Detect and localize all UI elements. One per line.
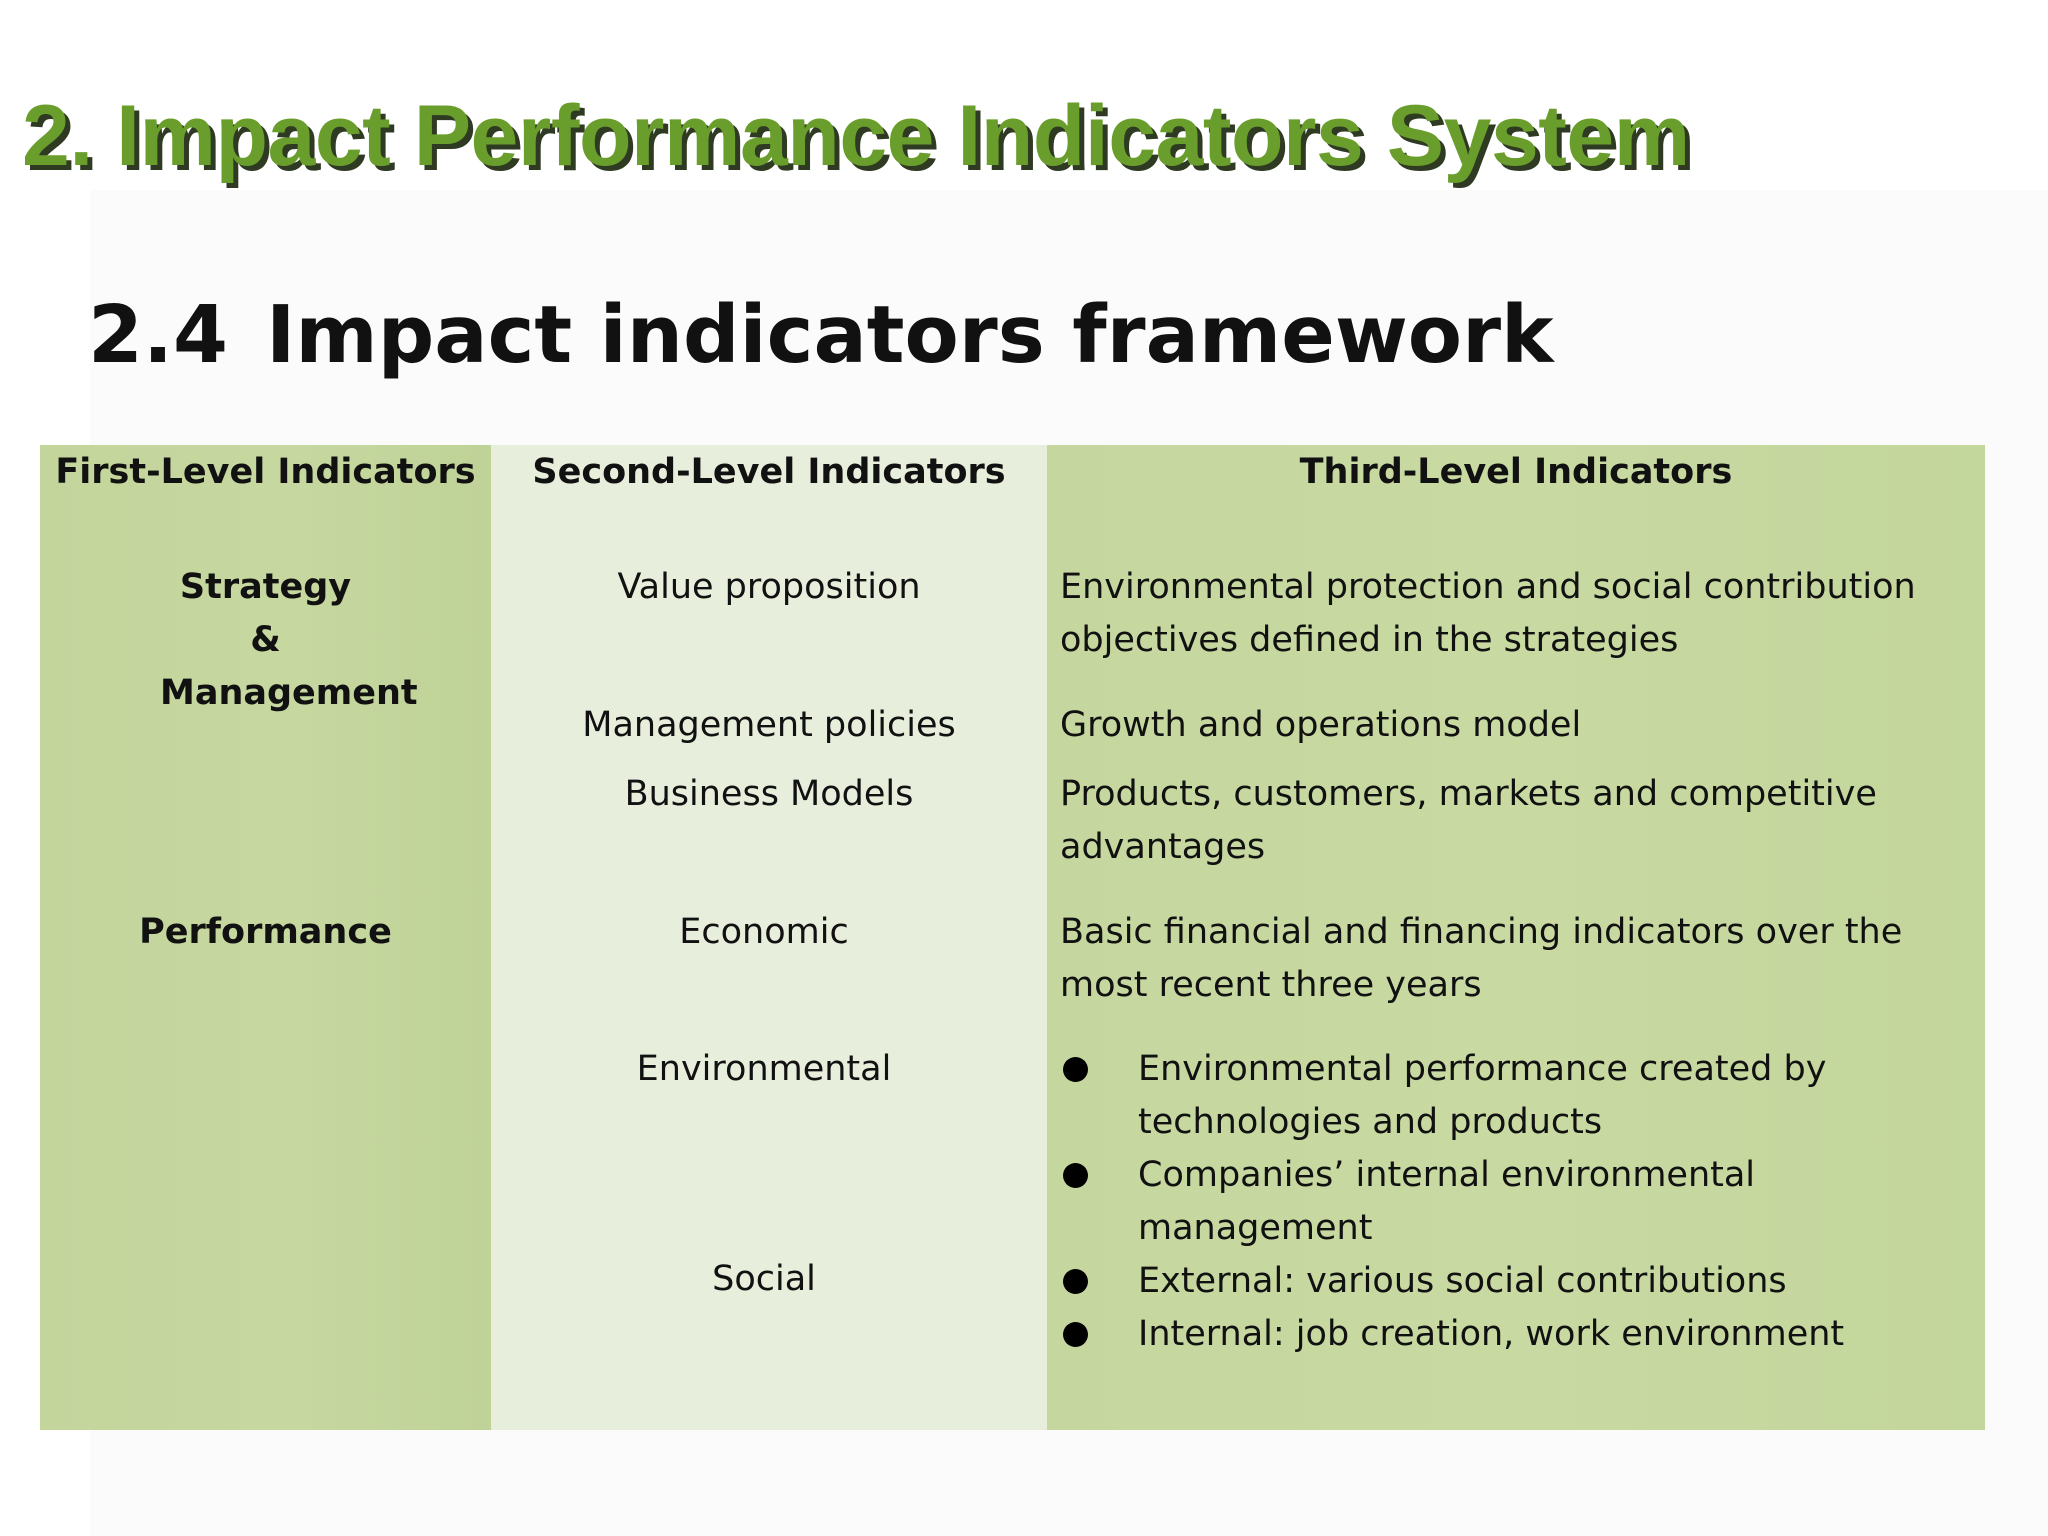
third-level-financial: Basic financial and financing indicators… [1060,912,1903,1005]
first-level-strategy-management: Strategy & Management [160,567,418,713]
second-level-value-proposition: Value proposition [617,567,921,607]
list-item: Companies’ internal environmental manage… [1060,1149,1898,1255]
list-item: Environmental performance created by tec… [1060,1043,1898,1149]
second-level-management-policies: Management policies [582,705,956,745]
third-level-growth-model: Growth and operations model [1060,705,1582,745]
bullet-icon [1063,1269,1088,1294]
bullet-icon [1063,1322,1088,1347]
header-first-level: First-Level Indicators [55,452,476,492]
list-item: External: various social contributions [1060,1255,1970,1308]
third-level-objectives: Environmental protection and social cont… [1060,567,1916,660]
list-item: Internal: job creation, work environment [1060,1308,1970,1361]
header-second-level: Second-Level Indicators [532,452,1006,492]
third-level-column [1047,445,1985,1430]
second-level-column [491,445,1047,1430]
section-heading: Impact indicators framework [266,289,1554,381]
third-level-bullet-list: Environmental performance created by tec… [1060,1043,1970,1361]
first-level-column [40,445,491,1430]
second-level-environmental: Environmental [636,1049,892,1089]
page-title: 2. Impact Performance Indicators System [22,88,1690,184]
bullet-text: Internal: job creation, work environment [1138,1314,1845,1354]
bullet-icon [1063,1163,1088,1188]
bullet-text: Companies’ internal environmental manage… [1138,1155,1756,1248]
third-level-products: Products, customers, markets and competi… [1060,774,1877,867]
bullet-icon [1063,1057,1088,1082]
section-title: 2.4 Impact indicators framework [88,285,1554,385]
bullet-text: External: various social contributions [1138,1261,1787,1301]
header-third-level: Third-Level Indicators [1299,452,1733,492]
second-level-social: Social [712,1259,816,1299]
first-level-performance: Performance [139,912,392,952]
second-level-business-models: Business Models [624,774,914,814]
section-number: 2.4 [88,289,228,381]
bullet-text: Environmental performance created by tec… [1138,1049,1827,1142]
second-level-economic: Economic [679,912,849,952]
